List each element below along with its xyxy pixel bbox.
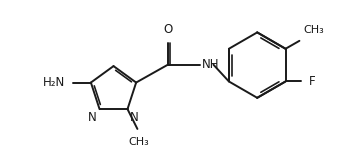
Text: CH₃: CH₃ <box>128 137 149 147</box>
Text: NH: NH <box>201 58 219 71</box>
Text: N: N <box>88 111 96 124</box>
Text: F: F <box>309 75 316 88</box>
Text: O: O <box>163 23 172 36</box>
Text: N: N <box>130 111 138 124</box>
Text: H₂N: H₂N <box>43 76 65 89</box>
Text: CH₃: CH₃ <box>303 25 324 35</box>
